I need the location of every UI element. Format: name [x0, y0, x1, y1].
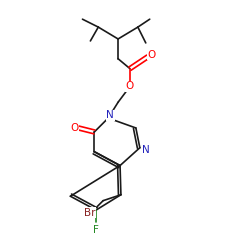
Text: Br: Br	[84, 208, 95, 218]
Text: O: O	[70, 123, 79, 133]
Text: O: O	[126, 82, 134, 92]
Text: O: O	[148, 50, 156, 60]
Text: N: N	[142, 145, 150, 155]
Text: N: N	[106, 110, 114, 120]
Text: F: F	[93, 225, 99, 235]
